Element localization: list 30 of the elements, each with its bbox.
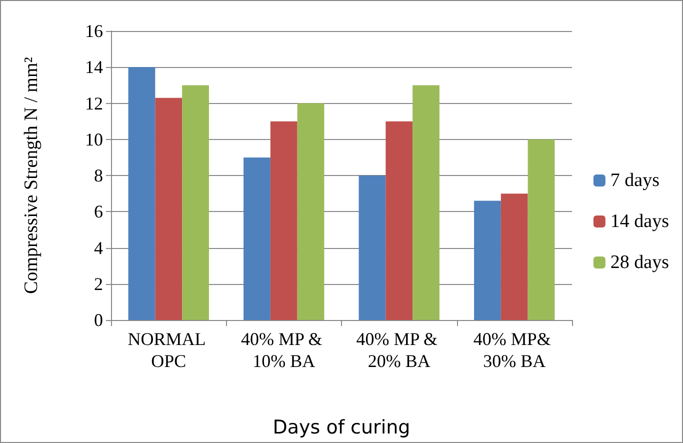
bar [500, 194, 528, 320]
bar [386, 121, 413, 320]
legend-label: 14 days [610, 211, 669, 232]
y-tick-label: 14 [85, 57, 103, 78]
y-tick-label: 6 [94, 202, 103, 222]
y-tick-label: 4 [94, 238, 103, 258]
x-axis-title: Days of curing [272, 416, 410, 438]
y-tick-label: 12 [85, 93, 103, 114]
bar [244, 157, 270, 320]
bar [297, 103, 324, 320]
x-tick-label: 40% MP& 30% BA [473, 329, 556, 371]
bar [155, 98, 182, 320]
bar [128, 67, 156, 320]
bar [474, 200, 501, 320]
legend-label: 28 days [610, 252, 669, 273]
bar [182, 85, 209, 320]
x-tick-label: NORMAL OPC [128, 329, 210, 371]
y-tick-label: 8 [94, 166, 103, 186]
y-axis-title: Compressive Strength N / mm² [21, 56, 42, 294]
x-tick-label: 40% MP & 10% BA [240, 329, 327, 371]
legend-label: 7 days [610, 170, 660, 191]
bar [270, 121, 298, 320]
bar [412, 85, 440, 320]
y-tick-label: 2 [94, 274, 103, 294]
bar [358, 176, 386, 320]
y-tick-label: 16 [85, 21, 103, 41]
y-tick-label: 10 [85, 129, 103, 150]
x-tick-label: 40% MP & 20% BA [356, 329, 442, 371]
bar [528, 139, 555, 320]
y-tick-label: 0 [94, 310, 103, 330]
